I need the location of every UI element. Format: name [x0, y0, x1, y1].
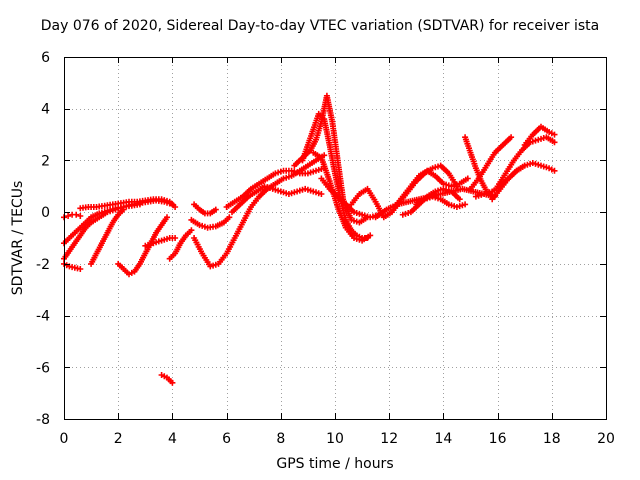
x-tick-label: 4: [168, 431, 177, 447]
data-point-track-08: [172, 235, 179, 241]
data-point-track-13: [212, 206, 219, 213]
y-tick-label: -4: [36, 309, 50, 325]
data-point-track-22: [464, 175, 471, 182]
x-tick-label: 10: [326, 431, 344, 447]
data-point-track-24: [462, 201, 469, 208]
y-tick-label: -8: [36, 412, 50, 428]
x-axis-label: GPS time / hours: [276, 456, 394, 472]
y-tick-label: 6: [41, 50, 50, 66]
y-axis-label: SDTVAR / TECUs: [10, 180, 26, 296]
x-tick-label: 14: [434, 431, 452, 447]
data-point-track-23: [456, 196, 463, 203]
chart-title: Day 076 of 2020, Sidereal Day-to-day VTE…: [40, 18, 600, 34]
x-tick-label: 0: [60, 431, 69, 447]
data-point-track-03: [77, 213, 84, 219]
data-point-track-15: [318, 191, 325, 197]
data-point-track-06: [120, 206, 127, 213]
y-tick-label: 2: [41, 153, 50, 169]
y-tick-label: 0: [41, 205, 50, 221]
data-point-track-27-interp: [478, 191, 485, 198]
data-point-track-30: [551, 131, 558, 138]
data-point-track-11: [226, 214, 233, 221]
x-tick-label: 16: [489, 431, 507, 447]
x-tick-label: 2: [114, 431, 123, 447]
y-tick-label: 4: [41, 102, 50, 118]
data-point-track-24: [453, 204, 460, 210]
data-point-track-22-interp: [453, 181, 460, 188]
data-point-track-10: [188, 227, 195, 234]
data-point-track-09: [169, 379, 176, 386]
data-point-track-07: [164, 214, 170, 221]
data-point-track-14-interp: [291, 168, 298, 175]
data-point-track-03: [73, 211, 80, 218]
data-point-track-26: [508, 134, 515, 141]
data-point-track-18: [367, 232, 374, 239]
data-point-track-29: [551, 139, 558, 146]
x-tick-label: 18: [543, 431, 561, 447]
data-point-track-28: [551, 167, 558, 174]
x-tick-label: 8: [276, 431, 285, 447]
data-point-track-24-interp: [426, 194, 433, 201]
data-point-track-04: [77, 266, 84, 272]
x-tick-label: 6: [222, 431, 231, 447]
y-tick-label: -2: [36, 257, 50, 273]
x-tick-label: 12: [380, 431, 398, 447]
data-point-track-05: [172, 204, 179, 210]
data-points: [61, 92, 558, 386]
x-tick-label: 20: [597, 431, 615, 447]
y-tick-label: -6: [36, 360, 50, 376]
grid-lines: [64, 57, 606, 419]
data-point-track-03: [65, 213, 72, 219]
axis-ticks: 0 2 4 6 8 10 12 14 16 18 20 -8 -6 -4 -2 0 2 4 6: [36, 50, 615, 447]
